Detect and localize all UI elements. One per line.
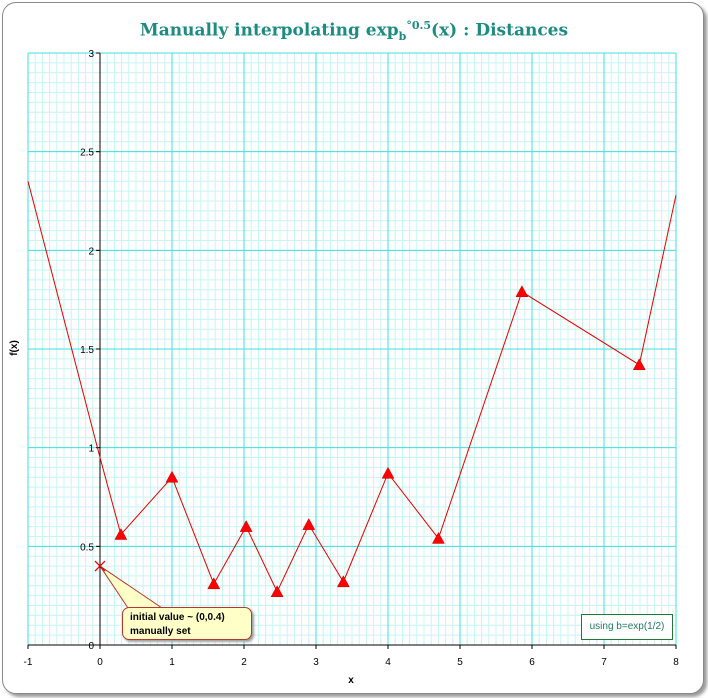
data-point-marker — [515, 285, 529, 298]
base-note: using b=exp(1/2) — [581, 614, 673, 640]
x-tick-label: 8 — [673, 657, 679, 668]
callout-line-1: initial value ~ (0,0.4) — [130, 612, 225, 623]
y-tick-label: 3 — [88, 49, 94, 60]
callout-pointer-wedge — [99, 565, 164, 609]
series-line-2 — [638, 194, 677, 365]
x-tick-label: 0 — [97, 657, 103, 668]
initial-point-marker — [94, 560, 106, 572]
x-axis-title: x — [348, 675, 354, 686]
title-text: Manually interpolating exp — [139, 20, 399, 41]
series-markers — [94, 285, 646, 597]
x-tick-label: 1 — [169, 657, 175, 668]
y-tick-label: 2 — [88, 246, 94, 257]
series-line-1 — [27, 181, 122, 535]
data-point-marker — [239, 520, 253, 532]
data-point-marker — [381, 466, 395, 479]
axes — [27, 52, 677, 649]
data-point-marker — [207, 577, 221, 590]
data-point-marker — [165, 470, 179, 483]
y-tick-label: 0 — [88, 641, 94, 652]
tick-labels: -1 0 1 2 3 4 5 6 7 8 0 0.5 1 1.5 2 2.5 3 — [24, 49, 680, 668]
y-tick-label: 1.5 — [80, 345, 94, 356]
title-subscript: b — [398, 30, 407, 44]
data-point-marker — [431, 531, 445, 544]
x-tick-label: 6 — [529, 657, 535, 668]
title-tail: (x) : Distances — [431, 20, 569, 41]
initial-value-callout: initial value ~ (0,0.4) manually set — [122, 607, 252, 640]
y-tick-label: 2.5 — [80, 148, 94, 159]
chart-title: Manually interpolating expb°0.5(x) : Dis… — [0, 19, 708, 43]
y-axis-title: f(x) — [9, 340, 20, 356]
data-point-marker — [270, 585, 284, 597]
data-point-marker — [114, 527, 128, 540]
title-superscript: °0.5 — [406, 19, 431, 32]
x-tick-label: 2 — [241, 657, 247, 668]
callout-pointer — [99, 565, 164, 609]
x-tick-label: -1 — [24, 657, 33, 668]
x-tick-label: 4 — [385, 657, 391, 668]
x-tick-label: 3 — [313, 657, 319, 668]
data-point-marker — [336, 575, 350, 588]
callout-line-2: manually set — [130, 626, 191, 637]
data-point-marker — [302, 518, 316, 530]
y-tick-label: 1 — [88, 444, 94, 455]
data-point-marker — [632, 358, 646, 371]
y-tick-label: 0.5 — [80, 542, 94, 553]
x-tick-label: 5 — [457, 657, 463, 668]
x-tick-label: 7 — [601, 657, 607, 668]
